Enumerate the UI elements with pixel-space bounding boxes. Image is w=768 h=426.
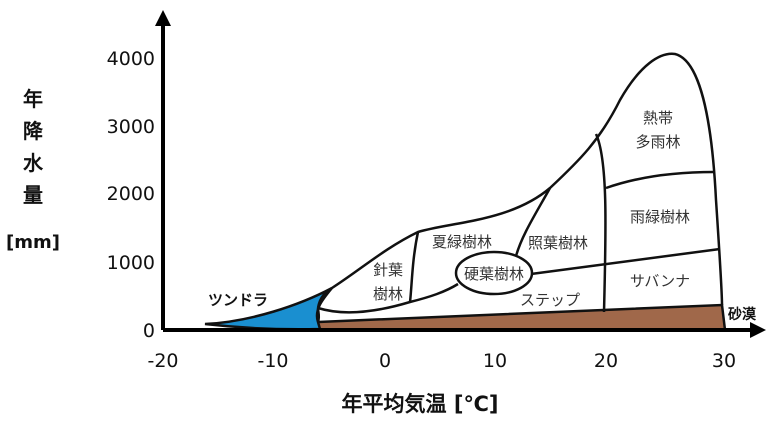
y-axis-title-char: 年 [23,87,43,111]
y-axis-title-char: 降 [23,119,44,143]
x-axis-arrow [750,322,766,338]
x-axis-title: 年平均気温 [℃] [342,392,499,416]
steppe-lower-boundary [316,307,321,323]
label-desert: 砂漠 [727,306,757,323]
label-sclerophyll: 硬葉樹林 [464,265,524,283]
sclerophyll-ellipse [454,250,534,296]
forest-lower-boundary [316,282,459,314]
label-tundra: ツンドラ [208,291,268,309]
label-raingreen: 雨緑樹林 [630,208,690,226]
sclerophyll-savanna-boundary [530,247,721,276]
x-tick: 0 [379,350,391,372]
y-tick: 0 [143,320,155,342]
y-tick: 4000 [107,48,155,70]
y-tick: 3000 [107,116,155,138]
label-conifer: 針葉 [373,261,403,279]
label-tropical-rainforest: 熱帯 [643,109,673,127]
x-tick: 10 [483,350,507,372]
label-steppe: ステップ [520,291,580,309]
y-axis-title-char: 水 [23,151,44,175]
y-tick: 1000 [107,252,155,274]
x-tick: -20 [147,350,178,372]
label-laurel: 照葉樹林 [528,234,588,252]
label-tropical-rainforest: 多雨林 [635,133,680,151]
biome-envelope [331,52,724,306]
laurel-left-boundary [514,187,552,257]
raingreen-top-boundary [605,170,715,190]
y-tick: 2000 [107,183,155,205]
conifer-deciduous-boundary [408,231,420,303]
tropical-left-boundary [594,133,607,313]
label-deciduous: 夏緑樹林 [432,233,492,251]
y-axis-arrow [155,10,171,26]
label-conifer: 樹林 [373,285,403,303]
label-savanna: サバンナ [630,272,690,290]
y-axis-title-char: 量 [23,183,43,207]
x-tick: -10 [257,350,288,372]
y-axis-unit: [mm] [6,232,60,253]
x-tick: 30 [712,350,736,372]
x-tick: 20 [594,350,618,372]
